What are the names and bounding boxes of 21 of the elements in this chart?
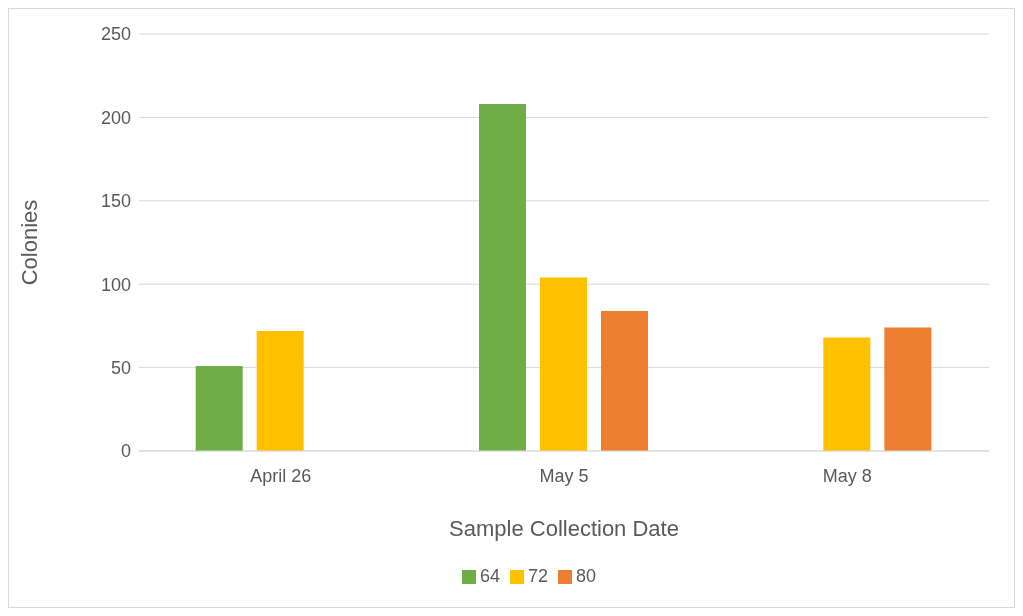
bar [601, 310, 648, 451]
bar [256, 330, 304, 451]
bar [823, 337, 871, 451]
bar [540, 277, 587, 451]
y-axis-title: Colonies [16, 199, 42, 286]
x-axis-title: Sample Collection Date [449, 516, 679, 541]
y-tick-label: 150 [100, 191, 131, 212]
legend-label: 72 [527, 566, 549, 586]
legend-label: 80 [576, 566, 597, 586]
bar [479, 104, 526, 451]
y-tick-label: 100 [100, 274, 131, 295]
y-tick-label: 0 [120, 441, 131, 462]
x-tick-label: May 5 [539, 465, 589, 486]
y-tick-label: 50 [110, 357, 131, 378]
x-tick-label: April 26 [250, 465, 312, 486]
bar [195, 365, 243, 451]
bar [884, 327, 932, 451]
legend-label: 64 [479, 566, 500, 586]
y-tick-label: 250 [100, 24, 131, 45]
y-tick-label: 200 [100, 107, 131, 128]
x-tick-label: May 8 [822, 465, 872, 486]
